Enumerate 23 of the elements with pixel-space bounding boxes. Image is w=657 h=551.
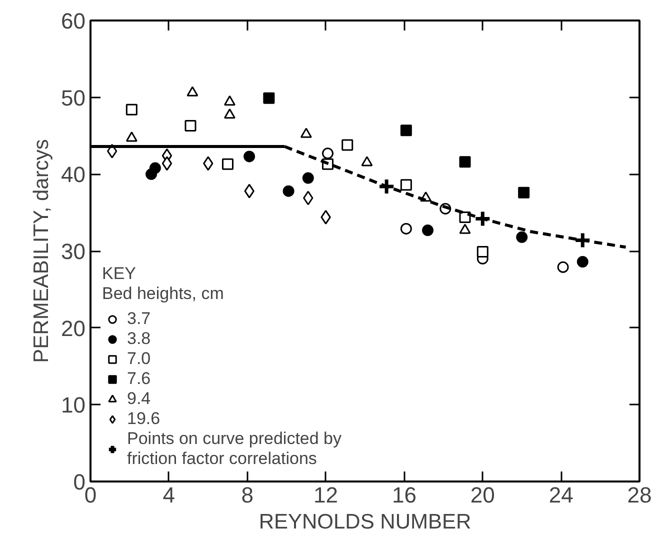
y-tick-label: 40: [61, 162, 86, 188]
legend-label: 19.6: [127, 409, 160, 429]
x-tick-label: 16: [392, 482, 416, 508]
legend-label: 3.7: [127, 309, 151, 329]
x-axis-title: REYNOLDS NUMBER: [258, 510, 472, 534]
y-tick-label: 20: [61, 316, 86, 341]
y-tick-label: 10: [61, 392, 86, 418]
x-tick-label: 28: [627, 482, 652, 508]
legend-label: Points on curve predicted by friction factor correlations: [127, 429, 342, 469]
x-tick-label: 24: [548, 482, 574, 508]
legend-label: 7.0: [127, 349, 151, 369]
y-tick-label: 30: [61, 239, 86, 264]
legend-title: KEY Bed heights, cm: [102, 264, 225, 304]
legend-label: 9.4: [127, 389, 151, 409]
y-axis-title: PERMEABILITY, darcys: [30, 139, 54, 363]
x-tick-label: 20: [470, 482, 495, 508]
legend-label: 7.6: [127, 369, 151, 389]
x-tick-label: 12: [314, 482, 338, 508]
y-tick-label: 60: [61, 8, 86, 34]
x-tick-label: 8: [241, 482, 254, 508]
y-tick-label: 50: [61, 85, 86, 110]
legend-label: 3.8: [127, 329, 151, 349]
x-tick-label: 4: [162, 482, 176, 508]
